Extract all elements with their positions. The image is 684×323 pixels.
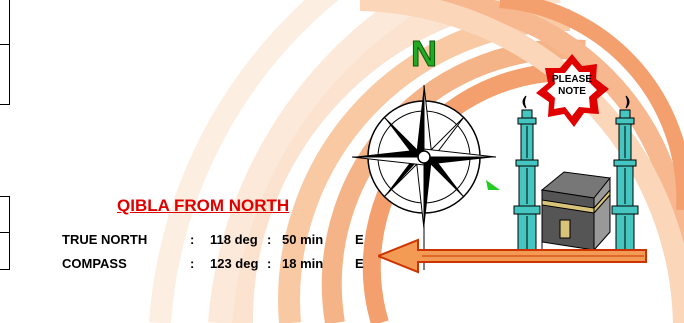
- row-degrees: 123 deg: [210, 256, 259, 271]
- left-panel-edge-bottom: [0, 196, 10, 270]
- minaret-icon: [513, 95, 541, 253]
- compass-row: COMPASS : 123 deg : 18 min E: [62, 256, 382, 272]
- please-note-label: PLEASE NOTE: [533, 74, 611, 98]
- row-sep: :: [267, 232, 272, 247]
- row-label: COMPASS: [62, 256, 127, 271]
- please-note-line1: PLEASE: [551, 74, 592, 85]
- row-direction: E: [355, 256, 364, 271]
- row-minutes: 18 min: [282, 256, 324, 271]
- compass-rose-icon: N: [352, 33, 500, 270]
- qibla-arrow-icon: [378, 238, 647, 274]
- left-panel-divider-bottom: [0, 232, 9, 233]
- row-sep: :: [267, 256, 272, 271]
- qibla-title: QIBLA FROM NORTH: [117, 196, 290, 215]
- true-north-row: TRUE NORTH : 118 deg : 50 min E: [62, 232, 382, 248]
- please-note-badge[interactable]: PLEASE NOTE: [533, 52, 611, 130]
- north-letter: N: [411, 33, 437, 74]
- row-sep: :: [190, 232, 195, 247]
- row-direction: E: [355, 232, 364, 247]
- left-panel-edge-top: [0, 0, 10, 105]
- row-degrees: 118 deg: [210, 232, 258, 247]
- row-minutes: 50 min: [282, 232, 324, 247]
- row-label: TRUE NORTH: [62, 232, 148, 247]
- note-badge-icon: [536, 54, 609, 127]
- please-note-line2: NOTE: [558, 86, 586, 97]
- row-sep: :: [190, 256, 195, 271]
- left-panel-divider-top: [0, 44, 9, 45]
